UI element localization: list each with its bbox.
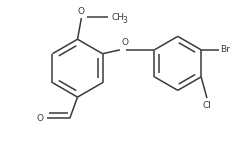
Text: Cl: Cl: [202, 101, 211, 110]
Text: O: O: [78, 7, 85, 16]
Text: O: O: [122, 38, 129, 47]
Text: CH: CH: [111, 13, 124, 22]
Text: 3: 3: [123, 16, 128, 25]
Text: O: O: [37, 114, 44, 123]
Text: Br: Br: [220, 45, 230, 54]
